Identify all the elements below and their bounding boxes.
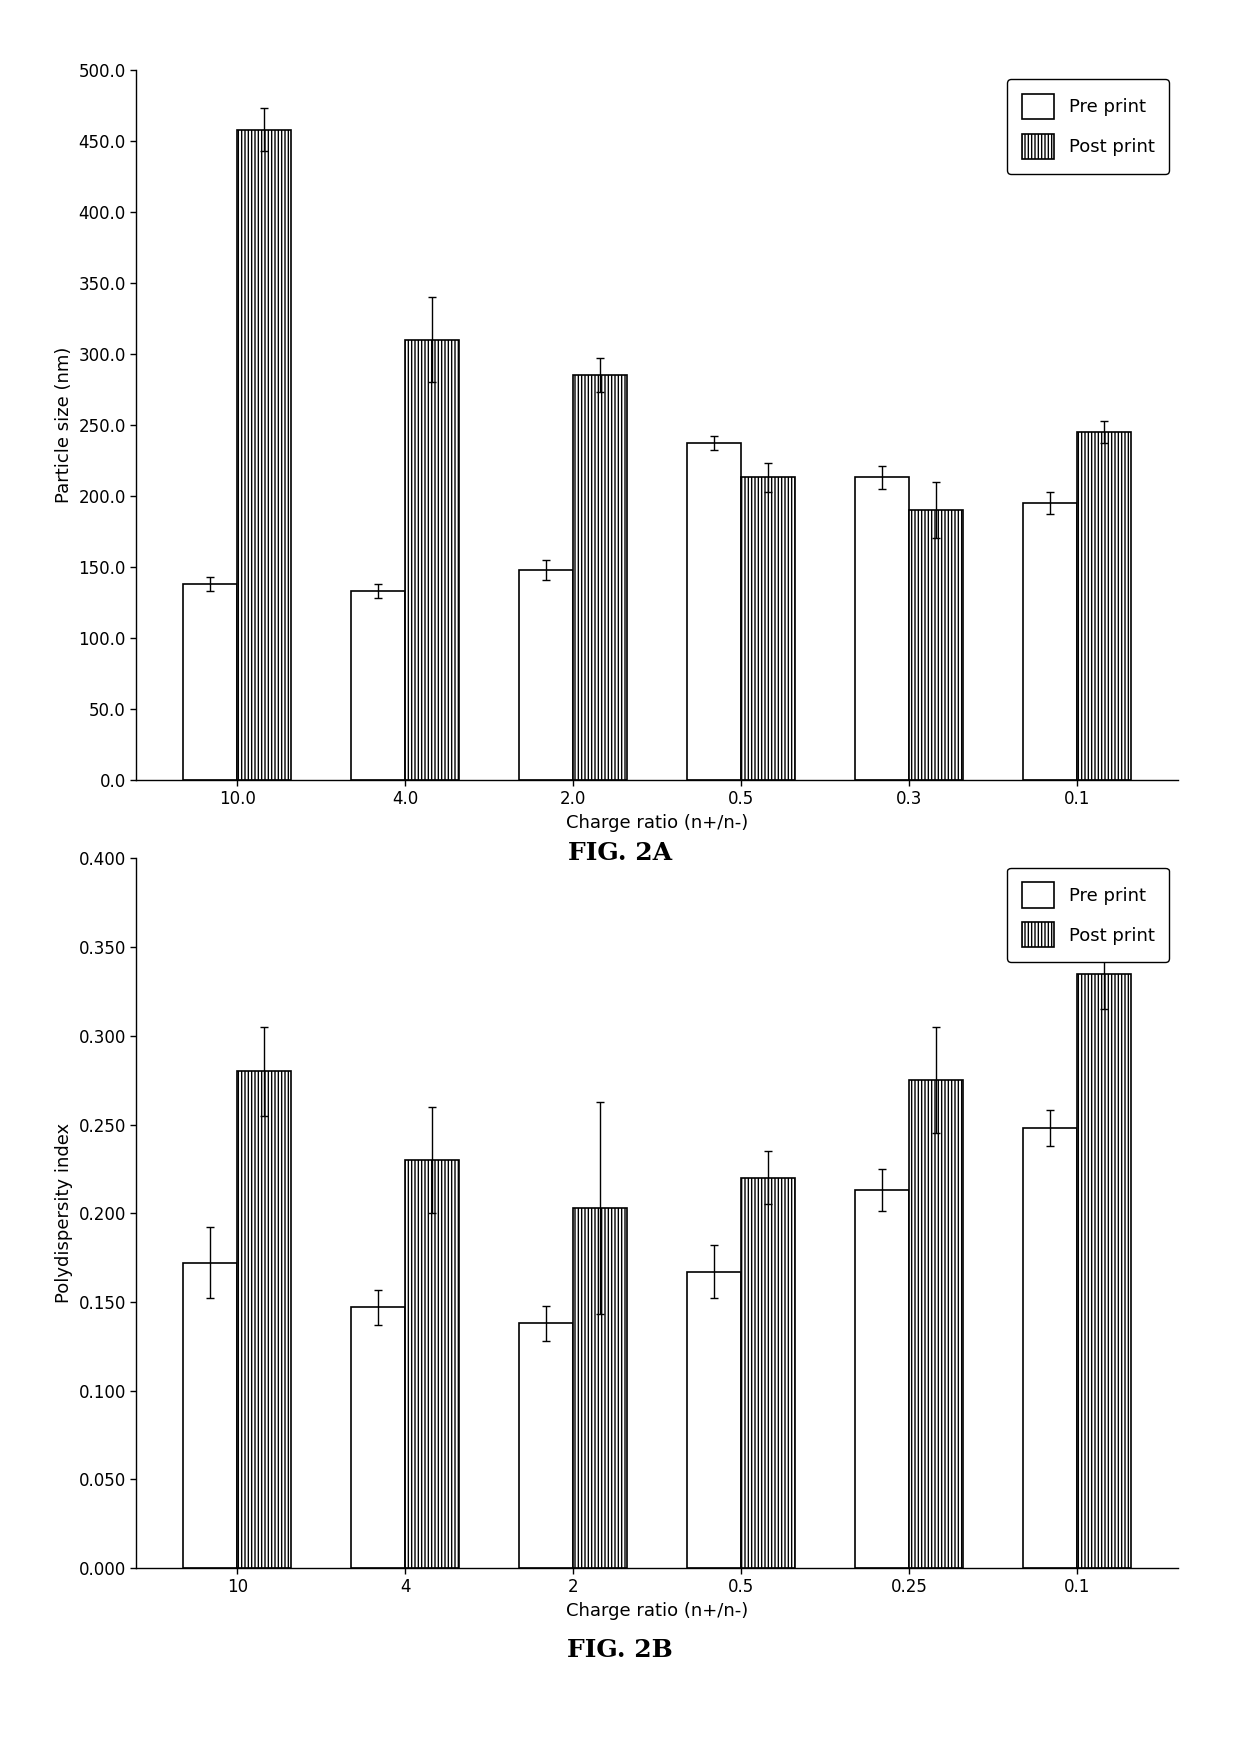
Bar <box>687 1272 742 1568</box>
Bar <box>856 1190 909 1568</box>
Bar <box>405 340 459 780</box>
Bar <box>1023 503 1078 780</box>
Bar <box>742 477 795 780</box>
Text: FIG. 2A: FIG. 2A <box>568 841 672 865</box>
Bar <box>687 443 742 780</box>
X-axis label: Charge ratio (n+/n-): Charge ratio (n+/n-) <box>567 1601 748 1621</box>
Bar <box>1078 974 1131 1568</box>
Bar <box>909 1081 963 1568</box>
Bar <box>405 1160 459 1568</box>
Bar <box>573 375 627 780</box>
Bar <box>742 1177 795 1568</box>
Bar <box>184 1263 237 1568</box>
Bar <box>1078 433 1131 780</box>
Bar <box>237 1070 291 1568</box>
Bar <box>856 477 909 780</box>
Legend: Pre print, Post print: Pre print, Post print <box>1007 79 1169 173</box>
Bar <box>351 590 405 780</box>
Bar <box>184 583 237 780</box>
Bar <box>351 1307 405 1568</box>
Text: FIG. 2B: FIG. 2B <box>567 1638 673 1663</box>
Y-axis label: Polydispersity index: Polydispersity index <box>55 1123 73 1303</box>
Bar <box>520 569 573 780</box>
Bar <box>237 130 291 780</box>
Bar <box>573 1207 627 1568</box>
Y-axis label: Particle size (nm): Particle size (nm) <box>55 347 73 503</box>
X-axis label: Charge ratio (n+/n-): Charge ratio (n+/n-) <box>567 813 748 832</box>
Bar <box>1023 1128 1078 1568</box>
Legend: Pre print, Post print: Pre print, Post print <box>1007 867 1169 962</box>
Bar <box>909 510 963 780</box>
Bar <box>520 1323 573 1568</box>
